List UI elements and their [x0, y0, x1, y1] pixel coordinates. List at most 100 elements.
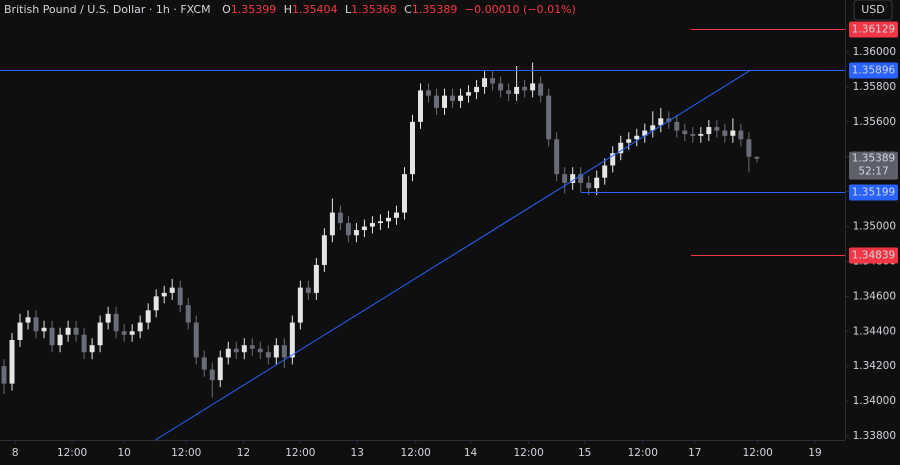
candle-body [281, 345, 287, 358]
y-tick-label: 1.35800 [853, 81, 896, 93]
candle-body [754, 156, 760, 159]
axes: 1.33800 1.34000 1.34200 1.34400 1.34600 1.348… [12, 21, 898, 459]
candle-body [257, 348, 263, 353]
candle-body [17, 322, 23, 340]
candle-body [41, 327, 47, 332]
x-tick-label: 12:00 [285, 447, 315, 459]
candle-body [305, 287, 311, 293]
candle-body [418, 90, 423, 122]
candle-body [329, 212, 335, 236]
high-value: 1.35404 [292, 3, 338, 16]
candle-body [25, 317, 31, 323]
y-tick-label: 1.34600 [853, 290, 896, 302]
candle-body [177, 287, 183, 306]
candle-body [217, 357, 223, 381]
candle-body [482, 78, 488, 87]
level-tag [849, 21, 898, 38]
candle-body [610, 153, 616, 166]
x-tick-label: 12:00 [57, 447, 87, 459]
candle-body [57, 334, 63, 346]
ohlc-label: H [284, 3, 292, 16]
candle-body [458, 95, 464, 101]
candle-body [369, 223, 375, 227]
candle-body [586, 182, 592, 189]
candle-body [530, 83, 536, 91]
level-tag-label: 1.35199 [852, 187, 895, 199]
candle-body [434, 95, 439, 108]
level-tag-label: 1.35896 [852, 65, 896, 77]
candle-body [9, 339, 15, 384]
legend-header: British Pound / U.S. Dollar · 1h · FXCM … [4, 3, 576, 16]
candle-body [89, 345, 95, 353]
x-tick-label: 12:00 [171, 447, 201, 459]
candle-body [554, 139, 560, 175]
level-tag-label: 1.36129 [852, 24, 895, 36]
candle-body [746, 139, 752, 157]
candle-body [201, 357, 207, 370]
candle-body [97, 322, 103, 346]
last-price-label: 1.35389 [852, 153, 895, 165]
last-price-tag [849, 151, 898, 180]
candle-body [73, 327, 79, 335]
x-tick-label: 19 [808, 447, 821, 459]
y-tick-label: 1.34000 [853, 395, 896, 407]
candle-body [666, 118, 672, 122]
candle-body [674, 121, 680, 131]
currency-button-frame[interactable] [853, 0, 893, 21]
x-tick-label: 12 [237, 447, 250, 459]
candle-body [466, 92, 472, 96]
candle-body [129, 331, 135, 335]
candle-body [361, 226, 367, 231]
candle-body [161, 292, 167, 297]
ohlc-label: O [222, 3, 231, 16]
candle-body [153, 296, 159, 311]
candle-body [113, 313, 119, 332]
candle-body [410, 121, 415, 175]
currency-button[interactable]: USD [853, 0, 893, 21]
candle-body [145, 310, 151, 323]
candle-body [337, 212, 343, 224]
candle-body [658, 118, 664, 126]
candle-body [137, 322, 143, 332]
candle-body [273, 345, 279, 358]
x-tick-label: 17 [688, 447, 701, 459]
candle-body [353, 230, 359, 236]
candle-body [426, 90, 431, 96]
y-tick-label: 1.36000 [853, 46, 896, 58]
level-tag-label: 1.34839 [852, 250, 895, 262]
candle-body [738, 130, 744, 140]
candle-body [570, 174, 576, 183]
open-value: 1.35399 [231, 3, 277, 16]
candle-body [562, 174, 568, 183]
candle-body [265, 352, 271, 358]
level-tag [849, 62, 898, 79]
ohlc-label: L [345, 3, 352, 16]
candle-body [490, 78, 496, 84]
candle-body [642, 130, 648, 136]
y-tick-label: 1.33800 [853, 430, 896, 442]
candle-body [730, 130, 736, 136]
candle-body [626, 139, 632, 143]
candle-body [249, 345, 255, 349]
x-tick-label: 13 [351, 447, 364, 459]
candle-body [682, 130, 688, 135]
candle-body [634, 135, 640, 140]
y-tick-label: 1.34400 [853, 325, 896, 337]
plot-area [0, 29, 845, 441]
candle-body [546, 95, 552, 140]
candle-body [33, 317, 39, 332]
candle-body [241, 345, 247, 353]
candle-body [81, 334, 87, 353]
x-tick-label: 14 [464, 447, 478, 459]
candle-body [321, 235, 327, 265]
currency-label[interactable]: USD [861, 3, 885, 16]
candle-body [297, 287, 303, 323]
candle-body [538, 83, 544, 96]
level-tag [849, 184, 898, 201]
candle-body [209, 369, 215, 381]
level-tag [849, 247, 898, 264]
candle-body [722, 130, 728, 136]
change-value: −0.00010 (−0.01%) [465, 3, 576, 16]
